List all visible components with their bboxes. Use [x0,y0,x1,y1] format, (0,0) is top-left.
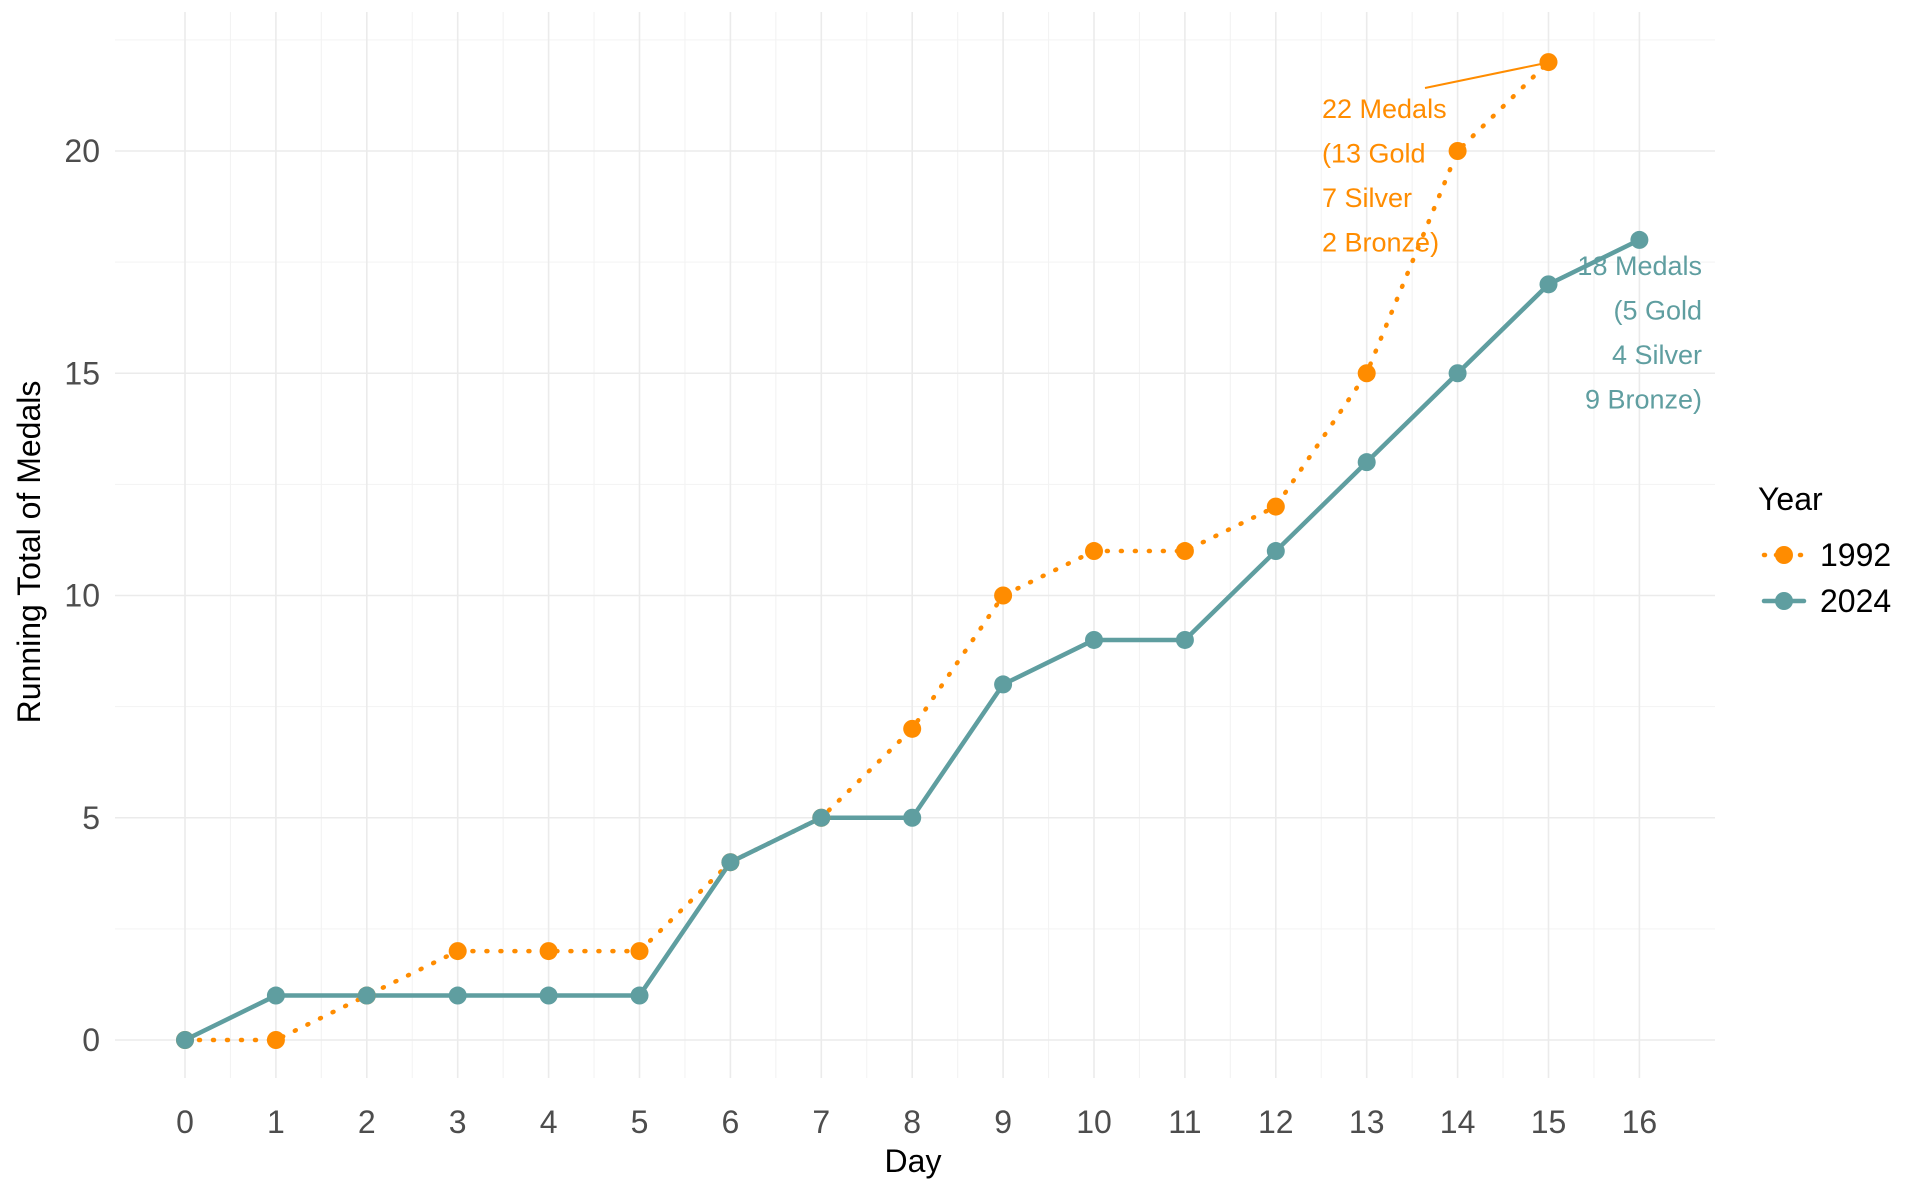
legend-title: Year [1758,481,1823,517]
x-tick-label: 16 [1622,1104,1658,1140]
annotation-1992-text: 22 Medals [1322,94,1447,124]
data-point-2024 [266,986,285,1005]
legend-entry-1992: 1992 [1820,537,1891,573]
x-tick-label: 1 [267,1104,285,1140]
annotation-layer: 22 Medals (13 Gold 7 Silver 2 Bronze) 18 Med… [1322,63,1702,415]
data-point-2024 [1448,364,1467,383]
data-point-1992 [266,1031,285,1049]
data-point-2024 [176,1031,194,1049]
annotation-2024-text: 4 Silver [1612,340,1702,370]
x-tick-label: 6 [722,1104,740,1140]
x-tick-label: 0 [176,1104,194,1140]
legend-entry-2024: 2024 [1820,583,1891,619]
data-point-1992 [1266,497,1285,516]
y-tick-label: 5 [82,800,100,836]
data-point-2024 [812,808,831,827]
x-tick-label: 2 [358,1104,376,1140]
axis-layer: Day Running Total of Medals [11,381,941,1179]
x-axis-title: Day [885,1143,942,1179]
x-tick-label: 7 [812,1104,830,1140]
data-point-2024 [994,675,1013,694]
data-point-1992 [539,942,558,961]
data-point-2024 [721,853,740,872]
data-point-1992 [903,719,922,738]
y-tick-label: 10 [64,578,100,614]
annotation-1992-leader-line [1424,63,1541,89]
annotation-2024-text: (5 Gold [1613,296,1702,326]
legend-key-point-1992 [1775,546,1793,564]
annotation-1992-text: 7 Silver [1322,183,1412,213]
data-point-1992 [1085,542,1103,561]
x-tick-label: 13 [1349,1104,1385,1140]
x-tick-label: 15 [1531,1104,1567,1140]
annotation-1992-text: 2 Bronze) [1322,228,1439,258]
annotation-2024-text: 18 Medals [1577,251,1702,281]
data-point-1992 [630,942,649,961]
data-point-1992 [1539,53,1558,72]
data-point-1992 [994,586,1013,605]
x-tick-label: 4 [540,1104,558,1140]
data-point-2024 [630,986,649,1005]
data-point-1992 [448,942,467,961]
series-layer [176,53,1649,1049]
y-tick-label: 15 [64,355,100,391]
data-point-2024 [1085,630,1103,649]
data-point-1992 [1175,542,1194,561]
x-tick-label: 3 [449,1104,467,1140]
annotation-2024-text: 9 Bronze) [1585,385,1702,415]
x-tick-label: 5 [631,1104,649,1140]
y-axis-title: Running Total of Medals [11,381,47,724]
y-tick-label: 0 [82,1022,100,1058]
x-tick-label: 9 [994,1104,1012,1140]
x-tick-label: 14 [1440,1104,1476,1140]
data-point-2024 [903,808,922,827]
y-tick-label: 20 [64,133,100,169]
x-tick-label: 10 [1076,1104,1112,1140]
data-point-2024 [1266,542,1285,561]
annotation-1992-text: (13 Gold [1322,139,1426,169]
legend: Year 1992 2024 [1758,481,1891,619]
data-point-2024 [1175,630,1194,649]
legend-key-point-2024 [1775,592,1793,610]
x-tick-label: 11 [1168,1104,1201,1140]
data-point-2024 [448,986,467,1005]
data-point-1992 [1448,142,1467,160]
data-point-2024 [1357,453,1376,472]
data-point-2024 [357,986,376,1005]
data-point-2024 [1539,275,1558,294]
data-point-2024 [1630,230,1649,249]
x-tick-label: 8 [903,1104,921,1140]
x-tick-label: 12 [1258,1104,1294,1140]
data-point-2024 [539,986,558,1005]
data-point-1992 [1357,364,1376,383]
